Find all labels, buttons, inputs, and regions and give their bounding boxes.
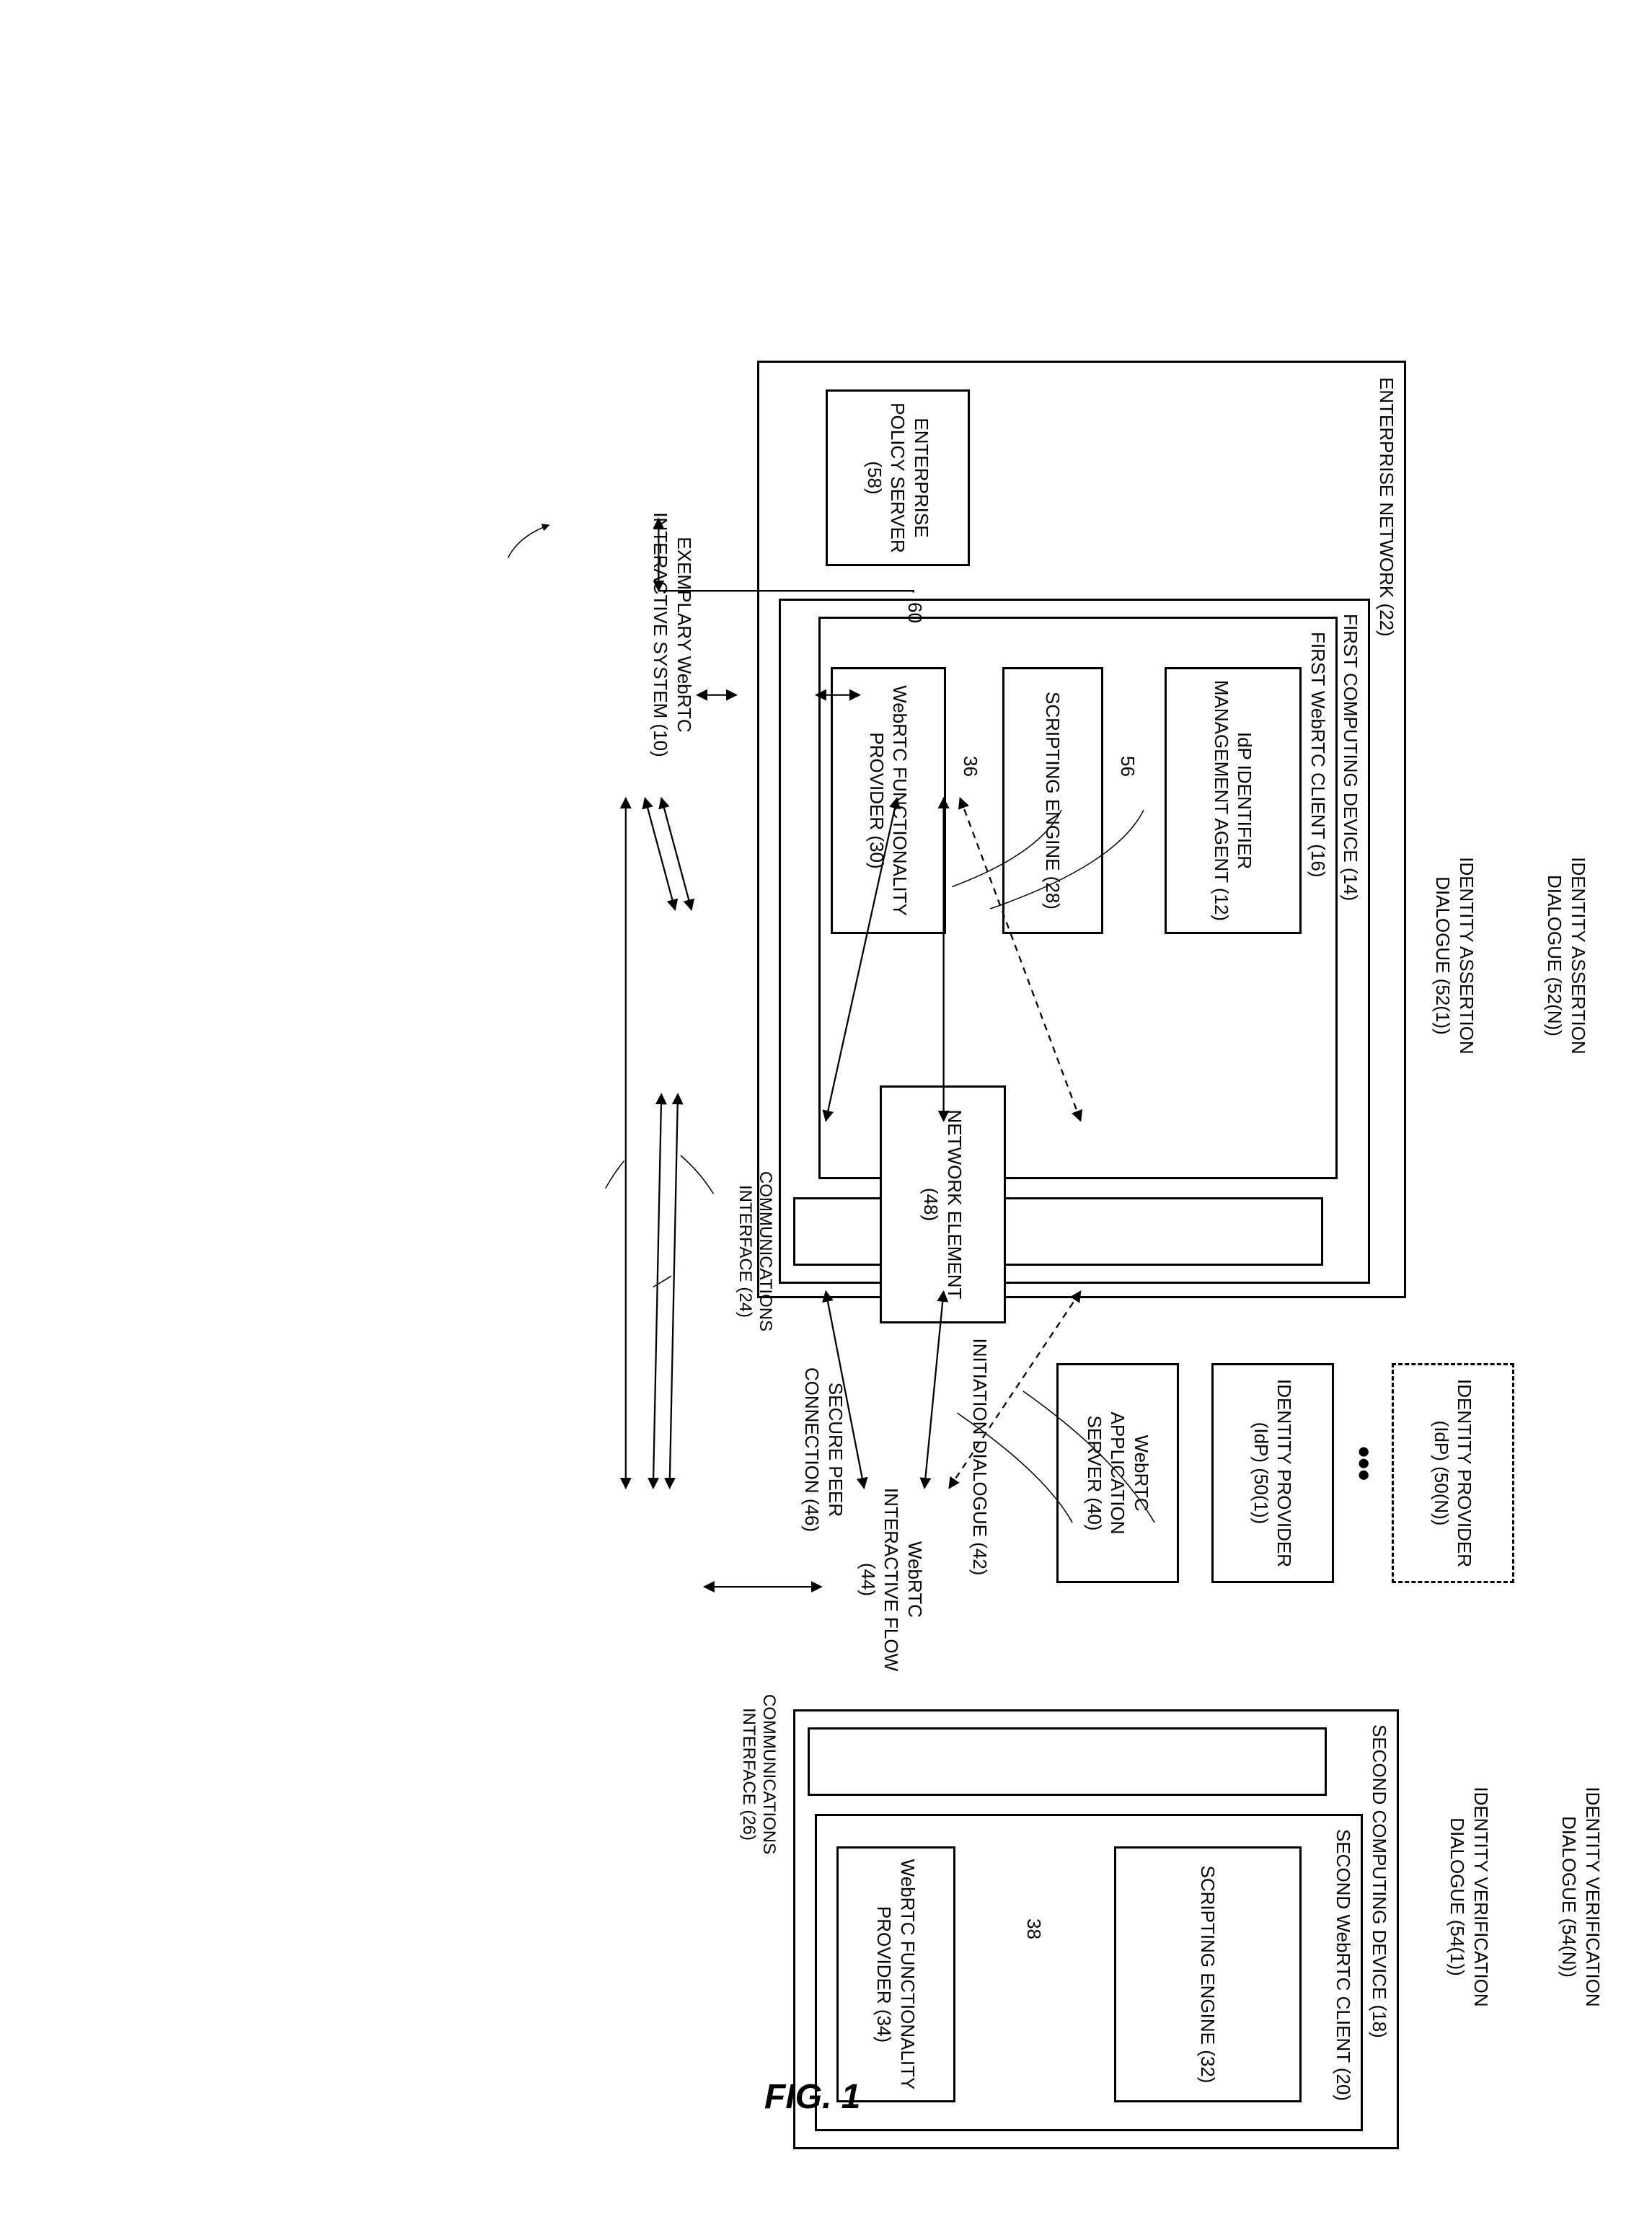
- network-element-label: NETWORK ELEMENT (48): [919, 1095, 966, 1314]
- n56: 56: [1116, 756, 1140, 777]
- scripting-engine-1-label: SCRIPTING ENGINE (28): [1041, 692, 1065, 909]
- n38: 38: [1022, 1918, 1046, 1939]
- diagram: ENTERPRISE NETWORK (22) FIRST COMPUTING …: [0, 361, 1652, 1731]
- identity-assertion-1-label: IDENTITY ASSERTION DIALOGUE (52(1)): [1431, 822, 1478, 1089]
- comm-interface-2-box: [808, 1727, 1327, 1796]
- webrtc-flow-label: WebRTC INTERACTIVE FLOW (44): [857, 1486, 927, 1673]
- comm-interface-2-label: COMMUNICATIONS INTERFACE (26): [738, 1659, 779, 1890]
- figure-label: FIG. 1: [764, 2077, 860, 2117]
- enterprise-policy-server-label: ENTERPRISE POLICY SERVER (58): [862, 399, 933, 557]
- identity-verification-n-label: IDENTITY VERIFICATION DIALOGUE (54(N)): [1558, 1753, 1604, 2041]
- initiation-dialogue-label: INITIATION DIALOGUE (42): [968, 1334, 992, 1579]
- idp-50n-box: IDENTITY PROVIDER (IdP) (50(N)): [1392, 1363, 1514, 1583]
- webrtc-app-server-box: WebRTC APPLICATION SERVER (40): [1056, 1363, 1179, 1583]
- idp-agent-box: IdP IDENTIFIER MANAGEMENT AGENT (12): [1165, 667, 1302, 934]
- idp-50n-label: IDENTITY PROVIDER (IdP) (50(N)): [1430, 1373, 1477, 1574]
- network-element-box: NETWORK ELEMENT (48): [880, 1085, 1006, 1323]
- idp-501-label: IDENTITY PROVIDER (IdP) (50(1)): [1250, 1373, 1297, 1574]
- comm-interface-1-box: [793, 1197, 1323, 1266]
- enterprise-policy-server-box: ENTERPRISE POLICY SERVER (58): [826, 389, 970, 566]
- comm-interface-1-label: COMMUNICATIONS INTERFACE (24): [735, 1136, 775, 1367]
- identity-assertion-n-label: IDENTITY ASSERTION DIALOGUE (52(N)): [1543, 822, 1590, 1089]
- webrtc-func-2-box: WebRTC FUNCTIONALITY PROVIDER (34): [836, 1846, 955, 2102]
- idp-agent-label: IdP IDENTIFIER MANAGEMENT AGENT (12): [1210, 677, 1257, 925]
- ellipsis: •••: [1343, 1446, 1385, 1481]
- enterprise-network-label: ENTERPRISE NETWORK (22): [1375, 377, 1399, 637]
- identity-verification-1-label: IDENTITY VERIFICATION DIALOGUE (54(1)): [1446, 1753, 1493, 2041]
- n60: 60: [904, 602, 927, 623]
- first-webrtc-client-label: FIRST WebRTC CLIENT (16): [1307, 632, 1330, 878]
- scripting-engine-1-box: SCRIPTING ENGINE (28): [1002, 667, 1103, 934]
- webrtc-func-2-label: WebRTC FUNCTIONALITY PROVIDER (34): [873, 1856, 919, 2093]
- n36: 36: [959, 756, 983, 777]
- second-computing-device-label: SECOND COMPUTING DEVICE (18): [1368, 1724, 1392, 2038]
- webrtc-app-server-label: WebRTC APPLICATION SERVER (40): [1082, 1373, 1153, 1574]
- first-computing-device-label: FIRST COMPUTING DEVICE (14): [1339, 614, 1363, 901]
- webrtc-func-1-box: WebRTC FUNCTIONALITY PROVIDER (30): [831, 667, 946, 934]
- webrtc-func-1-label: WebRTC FUNCTIONALITY PROVIDER (30): [865, 677, 912, 925]
- second-webrtc-client-label: SECOND WebRTC CLIENT (20): [1332, 1829, 1356, 2101]
- secure-peer-label: SECURE PEER CONNECTION (46): [800, 1334, 847, 1565]
- scripting-engine-2-box: SCRIPTING ENGINE (32): [1114, 1846, 1302, 2102]
- idp-501-box: IDENTITY PROVIDER (IdP) (50(1)): [1211, 1363, 1334, 1583]
- system-label: EXEMPLARY WebRTC INTERACTIVE SYSTEM (10): [649, 505, 696, 765]
- scripting-engine-2-label: SCRIPTING ENGINE (32): [1196, 1866, 1220, 2084]
